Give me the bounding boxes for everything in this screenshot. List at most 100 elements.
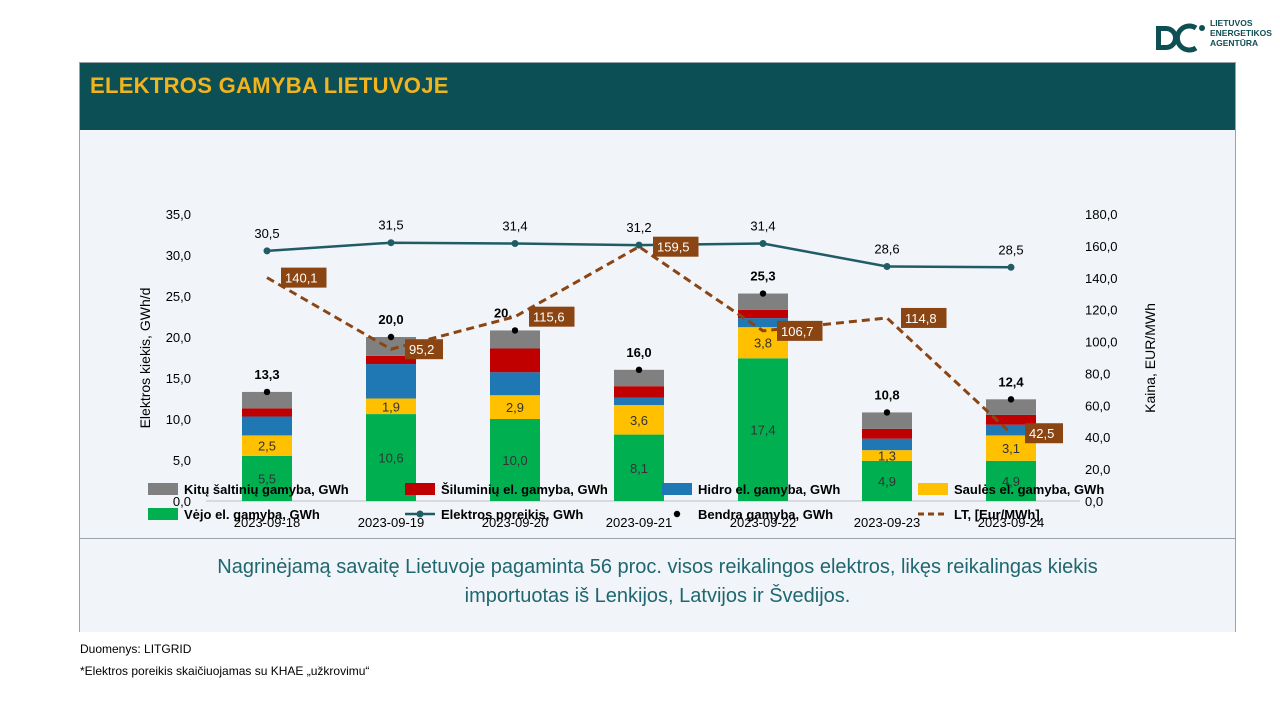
price-data-label: 140,1 [285,271,318,286]
legend-swatch [673,510,681,518]
summary-line-2: importuotas iš Lenkijos, Latvijos ir Šve… [464,585,851,607]
demand-data-label: 31,4 [750,219,775,234]
bar-segment [862,450,912,461]
bar-data-label: 3,8 [754,336,772,351]
summary-line-1: Nagrinėjamą savaitę Lietuvoje pagaminta … [217,556,1098,578]
bar-segment [986,424,1036,436]
legend-swatch [148,483,178,495]
legend-swatch-marker [416,510,424,518]
bar-segment [986,399,1036,415]
bar-segment [614,369,664,387]
y2-tick-label: 60,0 [1085,398,1110,413]
bar-data-label: 1,9 [382,399,400,414]
bar-segment [366,337,416,356]
price-data-label: 114,8 [905,311,937,326]
price-label-box [1025,423,1063,444]
price-label-box [281,267,327,288]
x-tick-label: 2023-09-24 [978,515,1045,530]
legend-label: Elektros poreikis, GWh [441,507,583,522]
title-bar: ELEKTROS GAMYBA LIETUVOJE [80,63,1235,130]
slide-frame: ELEKTROS GAMYBA LIETUVOJE 0,0 5,0 10,0 15,0… [79,62,1236,632]
total-data-label: 12,4 [998,374,1024,389]
agency-logo [1156,23,1205,53]
total-point [635,366,643,373]
bar-data-label: 5,5 [258,471,276,486]
bar-segment [986,460,1036,501]
price-label-box [901,307,947,328]
legend-swatch [662,483,692,495]
demand-data-label: 30,5 [254,226,279,241]
total-point [759,290,767,297]
bar-data-label: 17,4 [750,423,775,438]
bar-segment [490,372,540,396]
total-point [511,327,519,334]
price-line [266,244,1013,435]
y-tick-label: 15,0 [166,371,191,386]
total-data-label: 13,3 [254,367,279,382]
price-data-label: 42,5 [1029,426,1054,441]
legend-label: Hidro el. gamyba, GWh [698,482,840,497]
demand-data-label: 28,6 [874,241,899,256]
bar-segment [862,412,912,429]
bar-segment [986,414,1036,425]
y2-tick-label: 160,0 [1085,239,1118,254]
bar-segment [242,435,292,456]
y2-tick-label: 180,0 [1085,207,1118,222]
bar-segment [242,455,292,501]
legend-label: Kitų šaltinių gamyba, GWh [184,482,349,497]
price-data-label: 159,5 [657,240,690,255]
bar-segment [490,419,540,501]
bar-data-label: 4,9 [1002,474,1020,489]
y2-tick-label: 20,0 [1085,462,1110,477]
bar-data-label: 2,9 [506,400,524,415]
x-tick-label: 2023-09-22 [730,515,797,530]
price-data-label: 106,7 [781,324,814,339]
bar-segment [738,309,788,319]
bar-segment [366,355,416,365]
legend-swatch [405,483,435,495]
bar-segment [862,438,912,451]
y2-tick-label: 140,0 [1085,271,1118,286]
bar-segment [242,416,292,436]
bar-segment [490,330,540,349]
total-data-label: 25,3 [750,269,775,284]
y-tick-label: 25,0 [166,289,191,304]
total-point [883,409,891,416]
legend-label: Vėjo el. gamyba, GWh [184,507,320,522]
legend-swatch [148,508,178,520]
total-point [263,388,271,396]
x-tick-label: 2023-09-23 [854,515,921,530]
bar-segment [242,391,292,409]
bar-segment [614,386,664,398]
price-label-box [529,306,575,327]
legend-label: LT, [Eur/MWh] [954,507,1040,522]
bar-segment [490,348,540,373]
y-tick-label: 10,0 [166,412,191,427]
x-tick-label: 2023-09-21 [606,515,673,530]
total-point [387,333,395,341]
bar-data-label: 4,9 [878,474,896,489]
bar-segment [862,460,912,501]
total-data-label: 20, [494,305,512,320]
demand-data-label: 28,5 [998,242,1023,257]
bar-segment [614,405,664,435]
legend-swatch [918,483,948,495]
bar-data-label: 10,6 [378,451,403,466]
bar-segment [490,395,540,419]
bar-segment [614,434,664,501]
legend-label: Bendra gamyba, GWh [698,507,833,522]
bar-data-label: 3,1 [1002,441,1020,456]
bar-segment [242,408,292,417]
y-tick-label: 35,0 [166,207,191,222]
total-data-label: 20,0 [378,312,403,327]
footnote: *Elektros poreikis skaičiuojamas su KHAE… [80,664,370,678]
x-tick-label: 2023-09-18 [234,515,301,530]
page-title: ELEKTROS GAMYBA LIETUVOJE [90,73,449,98]
price-label-box [405,339,443,360]
bar-data-label: 2,5 [258,439,276,454]
bar-segment [366,364,416,399]
demand-point [263,247,271,255]
production-chart: 0,0 5,0 10,0 15,0 20,0 25,0 30,0 35,0 0,0 20,0 40,… [137,207,1158,530]
bar-segment [738,318,788,328]
x-tick-label: 2023-09-19 [358,515,425,530]
